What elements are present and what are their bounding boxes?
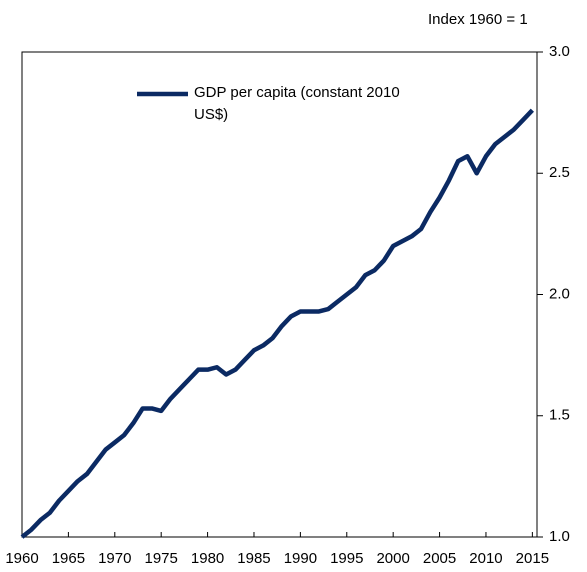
y-tick-label: 1.0 bbox=[549, 528, 570, 545]
x-tick-label: 1970 bbox=[98, 550, 131, 567]
x-tick-label: 1960 bbox=[5, 550, 38, 567]
x-tick-label: 1975 bbox=[145, 550, 178, 567]
x-tick-label: 1985 bbox=[237, 550, 270, 567]
x-tick-label: 2010 bbox=[469, 550, 502, 567]
y-axis-label: Index 1960 = 1 bbox=[428, 11, 528, 28]
x-tick-label: 1995 bbox=[330, 550, 363, 567]
legend-label: GDP per capita (constant 2010 US$) bbox=[194, 84, 400, 123]
x-tick-label: 1980 bbox=[191, 550, 224, 567]
x-tick-label: 2005 bbox=[423, 550, 456, 567]
data-line bbox=[20, 108, 534, 539]
y-tick-label: 2.0 bbox=[549, 285, 570, 302]
x-tick-label: 1990 bbox=[284, 550, 317, 567]
y-tick-label: 3.0 bbox=[549, 43, 570, 60]
y-tick-label: 1.5 bbox=[549, 407, 570, 424]
x-tick-label: 2015 bbox=[516, 550, 549, 567]
y-tick-label: 2.5 bbox=[549, 164, 570, 181]
x-tick-label: 1965 bbox=[52, 550, 85, 567]
x-tick-label: 2000 bbox=[376, 550, 409, 567]
